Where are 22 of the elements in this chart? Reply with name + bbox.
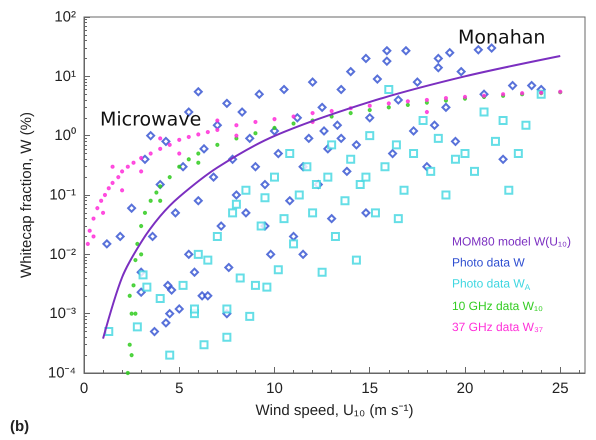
y-tick-label: 10⁻³ (49, 305, 76, 322)
x-tick-label: 10 (266, 380, 283, 397)
x-tick-label: 20 (456, 380, 474, 397)
x-tick-label: 5 (175, 380, 184, 397)
y-tick-label: 10¹ (54, 68, 76, 85)
y-tick-label: 10⁻⁴ (48, 364, 76, 382)
x-tick-label: 25 (552, 380, 569, 397)
x-axis-title: Wind speed, U₁₀ (m s⁻¹) (256, 402, 414, 419)
annotation: Monahan (458, 26, 546, 48)
x-tick-label: 15 (361, 380, 378, 397)
text: Photo data W (452, 256, 526, 270)
text: 10 GHz data W₁₀ (452, 299, 544, 313)
annotation: Microwave (100, 108, 202, 130)
x-tick-label: 0 (80, 380, 88, 397)
y-tick-label: 10⁻¹ (49, 186, 76, 204)
y-tick-label: 10² (54, 8, 76, 26)
y-tick-label: 10⁻² (49, 246, 76, 263)
text: MOM80 model W(U₁₀) (452, 234, 572, 249)
y-axis-title: Whitecap fraction, W (%) (18, 112, 35, 278)
text: 37 GHz data W₃₇ (452, 320, 544, 334)
y-tick-label: 10⁰ (54, 127, 76, 144)
text: (b) (10, 418, 30, 435)
